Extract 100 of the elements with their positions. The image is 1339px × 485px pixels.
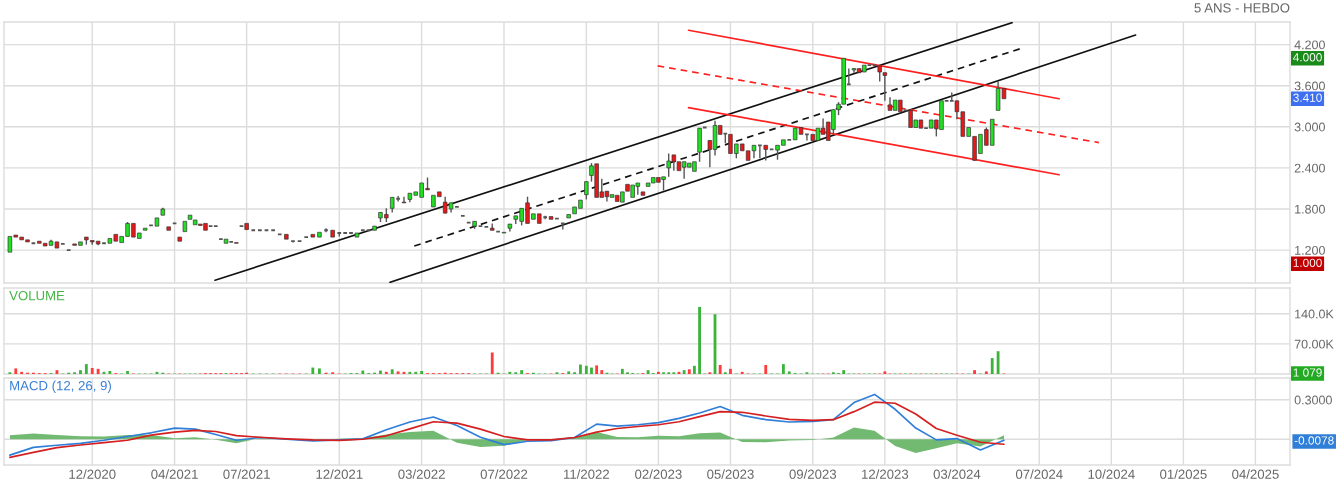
bar <box>729 368 732 374</box>
candlestick <box>354 232 360 238</box>
candlestick <box>284 234 289 240</box>
bar <box>718 364 722 374</box>
chart-subtitle: 5 ANS - HEBDO <box>1194 3 1290 13</box>
x-tick-label: 07/2024 <box>1015 469 1063 479</box>
y-tick-label: 70.00K <box>1294 339 1334 349</box>
y-tick-label: 2.400 <box>1294 163 1325 173</box>
bar <box>79 370 82 374</box>
bar <box>584 365 588 374</box>
bar <box>646 370 650 374</box>
bar <box>490 352 494 374</box>
bar <box>508 371 512 374</box>
bar <box>600 370 604 374</box>
bar <box>90 367 94 374</box>
bar <box>842 370 846 374</box>
bar <box>567 371 571 374</box>
candlestick <box>697 127 702 163</box>
annotation: 4.000 <box>1293 53 1322 62</box>
bar <box>787 371 791 374</box>
y-tick-label: -0.0078 <box>1294 436 1334 445</box>
candlestick <box>244 223 249 230</box>
candlestick <box>223 238 229 244</box>
bar <box>396 371 400 374</box>
x-tick-label: 12/2021 <box>316 469 363 479</box>
candlestick <box>154 217 160 227</box>
x-tick-label: 07/2022 <box>480 469 528 479</box>
candlestick <box>501 231 507 234</box>
y-tick-label: 3.000 <box>1294 122 1325 132</box>
bar <box>20 371 24 374</box>
candlestick <box>317 231 322 238</box>
bar <box>408 371 412 374</box>
y-tick-label: 1.200 <box>1295 245 1325 255</box>
bar <box>390 369 394 374</box>
candlestick <box>401 195 407 204</box>
chart-title: MACD (12, 26, 9) <box>10 380 111 393</box>
bar <box>693 365 696 374</box>
candlestick <box>182 221 188 232</box>
x-tick-label: 04/2021 <box>151 469 198 479</box>
line-series <box>9 393 1005 456</box>
y-tick-label: 4.200 <box>1294 40 1325 50</box>
bar <box>984 371 988 374</box>
bar <box>687 369 691 374</box>
y-tick-label: 3.600 <box>1294 81 1325 91</box>
x-tick-label: 01/2025 <box>1160 469 1207 479</box>
x-tick-label: 10/2024 <box>1088 469 1135 479</box>
y-tick-label: 140.0K <box>1295 309 1334 319</box>
bar <box>420 370 424 374</box>
candlestick <box>566 214 571 219</box>
bar <box>579 364 582 374</box>
annotation: 1 079 <box>1293 368 1322 377</box>
bar <box>682 370 686 374</box>
x-tick-label: 07/2021 <box>223 469 270 479</box>
bar <box>414 371 418 374</box>
bar <box>620 368 624 374</box>
bar <box>781 364 785 374</box>
chart-title: VOLUME <box>9 290 65 301</box>
candlestick <box>310 234 316 238</box>
bar <box>520 370 524 374</box>
bar <box>973 370 976 374</box>
bar <box>764 364 768 374</box>
bar <box>108 370 112 374</box>
bar <box>590 367 593 374</box>
bar <box>96 368 100 374</box>
bar <box>361 370 365 374</box>
x-tick-label: 12/2023 <box>862 469 909 479</box>
bar <box>996 351 1000 374</box>
candlestick <box>166 226 171 231</box>
y-tick-label: 0.3000 <box>1294 395 1332 405</box>
x-tick-label: 09/2023 <box>789 469 837 479</box>
bar <box>740 371 744 374</box>
candlestick <box>330 229 335 238</box>
bar <box>14 368 18 374</box>
x-tick-label: 04/2025 <box>1232 469 1279 479</box>
candlestick <box>177 236 182 242</box>
bar <box>698 306 701 374</box>
bar <box>311 367 315 374</box>
annotation: 1.000 <box>1293 258 1322 267</box>
bar <box>883 371 887 374</box>
x-tick-label: 05/2023 <box>707 469 754 479</box>
x-tick-label: 03/2022 <box>398 469 445 479</box>
candlestick <box>372 225 377 231</box>
bar <box>595 365 599 374</box>
line-series <box>9 401 1005 459</box>
candlestick <box>548 216 554 220</box>
y-tick-label: 1.800 <box>1295 204 1325 214</box>
candlestick <box>640 191 646 196</box>
x-tick-label: 03/2024 <box>933 469 981 479</box>
bar <box>384 371 388 374</box>
bar <box>990 358 994 374</box>
x-tick-label: 12/2020 <box>69 469 116 479</box>
bar <box>126 370 129 374</box>
x-tick-label: 02/2023 <box>635 469 682 479</box>
bar <box>656 371 660 374</box>
candlestick <box>142 227 148 231</box>
bar <box>84 364 88 374</box>
annotation: 3.410 <box>1293 93 1322 102</box>
x-tick-label: 11/2022 <box>563 469 610 479</box>
bar <box>318 368 321 374</box>
bar <box>379 370 382 374</box>
